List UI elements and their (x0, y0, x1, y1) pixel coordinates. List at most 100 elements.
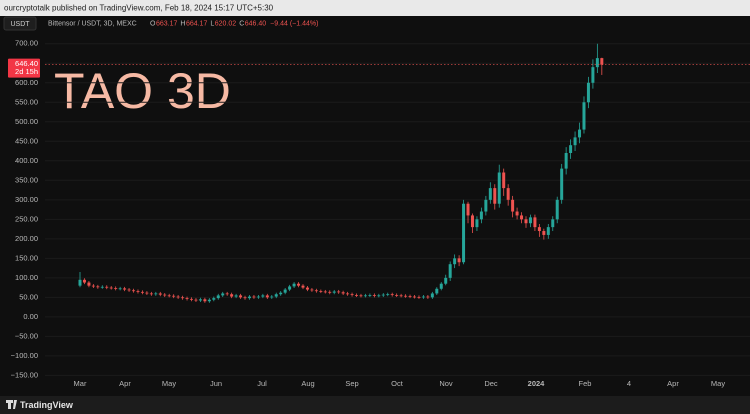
candle-body (502, 172, 506, 189)
candle-body (435, 288, 439, 294)
candle-body (341, 292, 345, 294)
legend-key: H (180, 20, 185, 27)
annotation: TAO 3D (54, 63, 231, 119)
candle-body (194, 299, 198, 301)
candle-body (163, 294, 167, 296)
candle-body (564, 153, 568, 169)
y-tick-label: −50.00 (15, 331, 38, 340)
y-tick-label: 450.00 (15, 136, 38, 145)
candle-body (470, 215, 474, 228)
candle-body (591, 67, 595, 83)
candle-body (462, 203, 466, 263)
y-tick-label: 350.00 (15, 175, 38, 184)
y-tick-label: 50.00 (19, 292, 38, 301)
candle-body (484, 199, 488, 212)
price-tag-countdown: 2d 15h (15, 67, 38, 76)
candle-body (114, 287, 118, 289)
plot-background (0, 16, 750, 396)
symbol-badge: USDT (10, 21, 30, 28)
symbol-badge-box (3, 16, 37, 31)
candle-body (390, 294, 394, 296)
header-bar (0, 0, 750, 16)
candle-body (323, 291, 327, 293)
candle-body (243, 297, 247, 299)
candle-body (569, 145, 573, 153)
candle-body (524, 219, 528, 224)
candle-body (225, 293, 229, 295)
candle-body (372, 295, 376, 296)
x-tick-label: Jul (257, 379, 267, 388)
candle-body (582, 102, 586, 130)
candle-body (533, 217, 537, 228)
y-tick-label: 0.00 (23, 312, 38, 321)
candle-body (216, 295, 220, 299)
x-tick-label: May (162, 379, 176, 388)
candle-body (158, 293, 162, 295)
candle-body (421, 296, 425, 298)
candle-body (381, 294, 385, 296)
legend-key: O (150, 20, 156, 27)
x-tick-label: Dec (484, 379, 498, 388)
candle-body (528, 217, 532, 224)
candle-body (118, 288, 122, 290)
candle-body (301, 285, 305, 288)
x-tick-label: Sep (345, 379, 358, 388)
candle-body (190, 298, 193, 300)
candle-body (337, 291, 341, 293)
candle-body (176, 296, 180, 298)
candle-body (560, 168, 564, 200)
candle-body (493, 188, 497, 204)
candle-body (140, 291, 144, 293)
y-tick-label: −150.00 (11, 370, 38, 379)
candle-body (511, 199, 515, 212)
candle-body (466, 203, 470, 216)
price-tag-value: 646.40 (15, 59, 38, 68)
legend-key: L (210, 20, 214, 27)
y-tick-label: 150.00 (15, 253, 38, 262)
candle-body (181, 297, 185, 299)
candle-body (328, 291, 332, 293)
candle-body (595, 58, 599, 68)
candle-body (221, 293, 225, 296)
x-tick-label: May (711, 379, 725, 388)
candle-body (404, 295, 408, 297)
candle-body (292, 283, 296, 287)
candle-body (305, 287, 309, 290)
candle-body (350, 294, 354, 296)
x-tick-label: Mar (74, 379, 87, 388)
x-tick-label: Aug (301, 379, 314, 388)
candle-body (270, 296, 274, 298)
y-tick-label: 500.00 (15, 117, 38, 126)
legend-value: 646.40 (245, 20, 267, 27)
y-tick-label: 200.00 (15, 234, 38, 243)
candle-body (149, 293, 153, 295)
candle-body (252, 296, 256, 298)
candle-body (578, 129, 582, 138)
candle-body (265, 295, 269, 298)
candle-body (377, 295, 381, 297)
candle-body (546, 227, 550, 235)
candle-body (154, 293, 158, 295)
candle-body (105, 286, 109, 288)
candle-body (332, 291, 336, 293)
legend-change: −9.44 (−1.44%) (270, 20, 318, 27)
header-text: ourcryptotalk published on TradingView.c… (4, 4, 274, 13)
candle-body (185, 298, 189, 299)
candle-body (172, 295, 176, 297)
candle-body (475, 219, 479, 228)
candle-body (78, 279, 82, 286)
y-tick-label: 400.00 (15, 156, 38, 165)
candle-body (586, 82, 590, 103)
candle-body (430, 293, 434, 298)
candle-body (542, 231, 546, 235)
candle-body (288, 286, 292, 290)
candle-body (346, 293, 350, 295)
candle-body (96, 286, 100, 288)
y-tick-label: 700.00 (15, 39, 38, 48)
candle-body (247, 296, 251, 299)
candle-body (426, 296, 430, 298)
candle-body (551, 219, 555, 228)
candle-body (479, 211, 483, 220)
